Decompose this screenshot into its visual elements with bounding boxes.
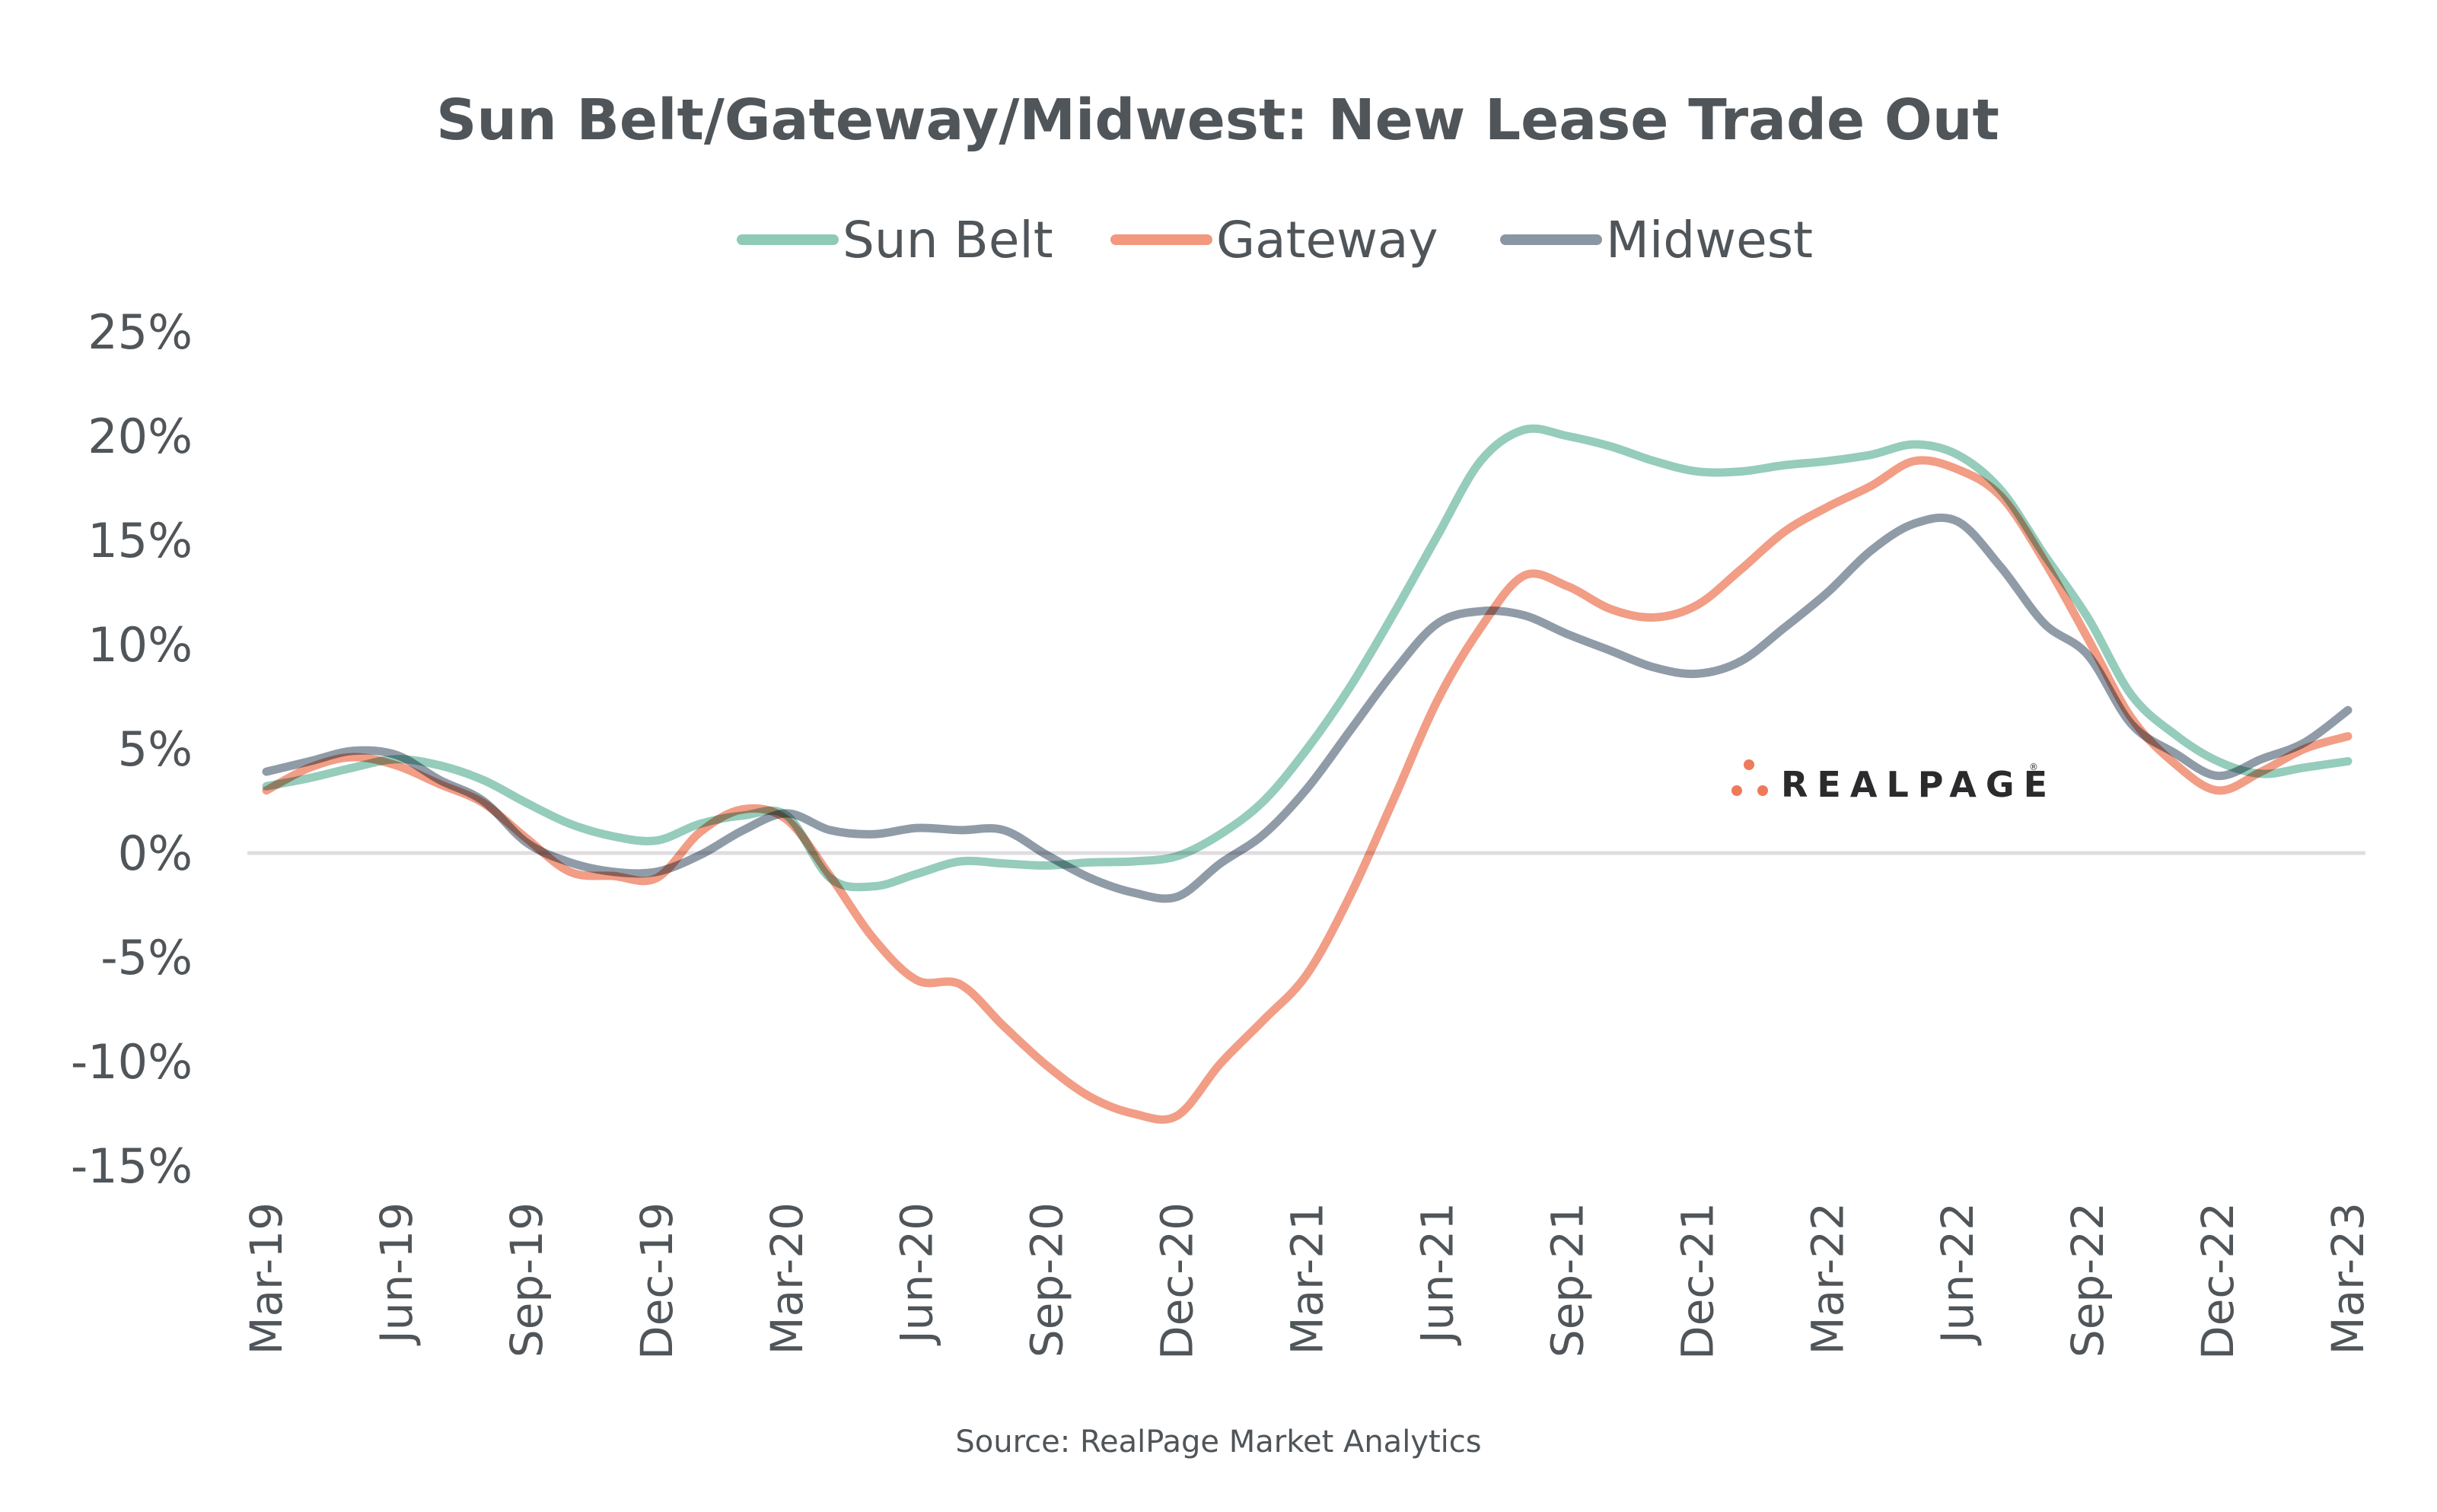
legend-item-midwest: Midwest: [1500, 211, 1813, 269]
x-tick-label: Sep-21: [1541, 1202, 1593, 1358]
x-axis-tick-labels: Mar-19 Jun-19 Sep-19 Dec-19 Mar-20 Jun-20 Sep-…: [241, 1202, 2374, 1360]
legend-item-sun-belt: Sun Belt: [737, 211, 1053, 269]
logo-dot-icon: [1744, 759, 1754, 770]
chart-title: Sun Belt/Gateway/Midwest: New Lease Trad…: [436, 88, 1999, 153]
logo-registered-mark: ®: [2029, 762, 2038, 772]
series-line-gateway: [262, 456, 2353, 1124]
x-tick-label: Mar-22: [1801, 1202, 1853, 1354]
x-tick-label: Mar-19: [241, 1202, 292, 1354]
x-tick-label: Sep-19: [501, 1202, 553, 1358]
x-tick-label: Mar-21: [1282, 1202, 1333, 1354]
logo-dot-icon: [1731, 785, 1742, 796]
logo-dot-icon: [1757, 785, 1768, 796]
x-tick-label: Mar-20: [761, 1202, 813, 1354]
x-tick-label: Dec-22: [2192, 1202, 2244, 1360]
y-axis-tick-labels: 25% 20% 15% 10% 5% 0% -5% -10% -15%: [71, 304, 193, 1194]
y-tick-label: -5%: [100, 930, 193, 985]
y-tick-label: 15%: [88, 513, 193, 568]
logo-wordmark: REALPAGE: [1781, 764, 2056, 805]
x-tick-label: Jun-22: [1932, 1202, 1983, 1345]
legend-item-gateway: Gateway: [1110, 211, 1438, 269]
series-lines: [262, 424, 2353, 1124]
y-tick-label: -15%: [71, 1138, 193, 1194]
x-tick-label: Jun-21: [1411, 1202, 1463, 1345]
x-tick-label: Dec-19: [631, 1202, 683, 1360]
y-tick-label: 10%: [88, 617, 193, 673]
realpage-logo: REALPAGE ®: [1731, 759, 2056, 805]
y-tick-label: 20%: [88, 409, 193, 464]
legend-label: Sun Belt: [843, 211, 1053, 269]
x-tick-label: Dec-21: [1671, 1202, 1723, 1360]
legend-label: Midwest: [1606, 211, 1813, 269]
x-tick-label: Jun-20: [891, 1202, 943, 1345]
x-tick-label: Sep-20: [1021, 1202, 1073, 1358]
source-note: Source: RealPage Market Analytics: [955, 1424, 1481, 1459]
y-tick-label: 25%: [88, 304, 193, 360]
legend-label: Gateway: [1216, 211, 1438, 269]
x-tick-label: Jun-19: [371, 1202, 422, 1345]
y-tick-label: -10%: [71, 1034, 193, 1090]
y-tick-label: 0%: [118, 826, 193, 881]
series-line-midwest: [262, 513, 2353, 903]
series-line-sun-belt: [262, 424, 2353, 892]
y-tick-label: 5%: [118, 721, 193, 777]
x-tick-label: Mar-23: [2322, 1202, 2374, 1354]
x-tick-label: Dec-20: [1152, 1202, 1203, 1360]
x-tick-label: Sep-22: [2062, 1202, 2114, 1358]
legend: Sun Belt Gateway Midwest: [737, 211, 1813, 269]
